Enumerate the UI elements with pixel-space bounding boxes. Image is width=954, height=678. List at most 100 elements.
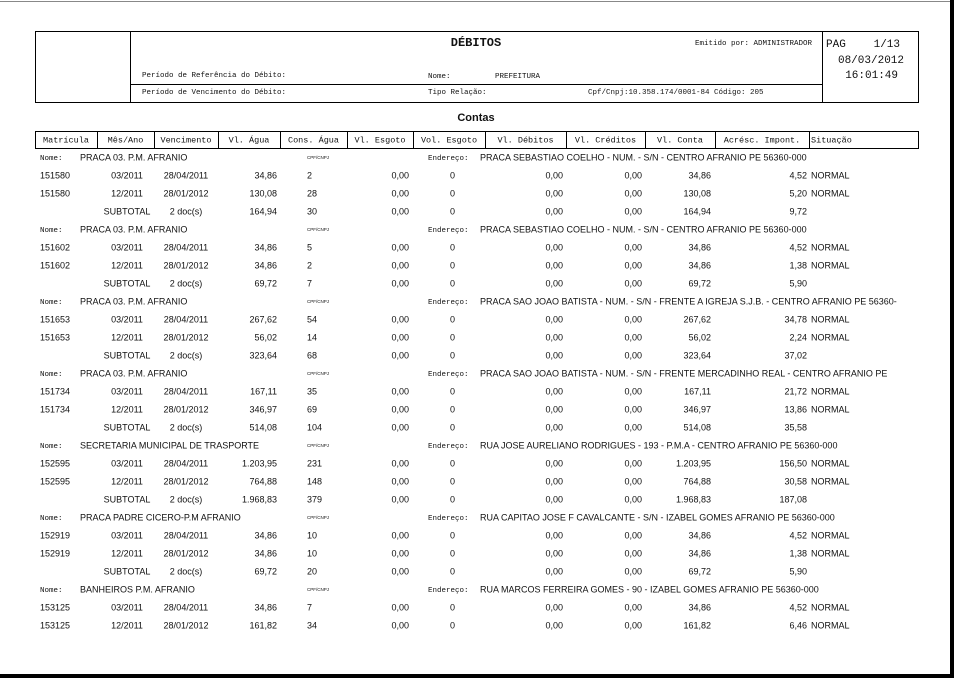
subtotal-cell: SUBTOTAL (104, 494, 151, 504)
cell: 10 (307, 548, 317, 558)
cell: 0,00 (391, 620, 409, 630)
column-header: Vencimento (160, 135, 211, 145)
cell: 0 (450, 602, 455, 612)
address: PRACA SAO JOAO BATISTA - NUM. - S/N - FR… (480, 368, 887, 378)
reference-period-label: Período de Referência do Débito: (142, 72, 286, 80)
cell: 0,00 (624, 620, 642, 630)
subtotal-cell: 2 doc(s) (170, 278, 203, 288)
cell: 28/04/2011 (164, 314, 208, 324)
cell: 28/01/2012 (163, 404, 208, 414)
column-header: Vl. Conta (657, 135, 703, 145)
cpf-label: CPF/CNPJ (307, 515, 329, 520)
cell: 1,38 (789, 548, 807, 558)
cell: 346,97 (249, 404, 277, 414)
cell: NORMAL (811, 314, 850, 324)
cell: 0,00 (391, 386, 409, 396)
subtotal-cell: 30 (307, 206, 317, 216)
cell: 03/2011 (111, 314, 143, 324)
subtotal-cell: 37,02 (784, 350, 807, 360)
subtotal-cell: 1.968,83 (242, 494, 277, 504)
column-header: Vl. Débitos (497, 135, 553, 145)
subtotal-cell: 0,00 (624, 350, 642, 360)
subtotal-cell: 35,58 (784, 422, 807, 432)
cell: 0,00 (545, 404, 563, 414)
cell: 267,62 (683, 314, 711, 324)
subtotal-cell: SUBTOTAL (104, 206, 151, 216)
cell: 152595 (40, 458, 70, 468)
subtotal-cell: 323,64 (249, 350, 277, 360)
cell: 0,00 (391, 476, 409, 486)
address: RUA MARCOS FERREIRA GOMES - 90 - IZABEL … (480, 584, 819, 594)
name: PREFEITURA (495, 73, 541, 81)
cell: 0,00 (624, 602, 642, 612)
cell: 0 (450, 386, 455, 396)
subtotal-cell: 514,08 (249, 422, 277, 432)
customer-name: PRACA 03. P.M. AFRANIO (80, 368, 187, 378)
cell: 0,00 (391, 530, 409, 540)
cell: 03/2011 (111, 170, 143, 180)
column-header: Acrésc. Impont. (724, 135, 801, 145)
cpf-label: CPF/CNPJ (307, 155, 329, 160)
cell: 0,00 (624, 314, 642, 324)
customer-name: PRACA 03. P.M. AFRANIO (80, 296, 187, 306)
report-title: DÉBITOS (451, 35, 501, 50)
subtotal-cell: 2 doc(s) (170, 206, 203, 216)
cell: 28/01/2012 (163, 548, 208, 558)
cell: 0,00 (391, 548, 409, 558)
cell: 03/2011 (111, 530, 143, 540)
subtotal-cell: 0,00 (545, 278, 563, 288)
customer-name: PRACA 03. P.M. AFRANIO (80, 152, 187, 162)
cell: 4,52 (789, 602, 807, 612)
cell: 153125 (40, 620, 70, 630)
cell: 14 (307, 332, 317, 342)
cell: 03/2011 (111, 602, 143, 612)
subtotal-cell: 0,00 (545, 566, 563, 576)
subtotal-cell: 0,00 (391, 350, 409, 360)
cell: 34,86 (688, 602, 711, 612)
subtotal-cell: 104 (307, 422, 322, 432)
cell: 0 (450, 242, 455, 252)
subtotal-cell: 68 (307, 350, 317, 360)
cell: 03/2011 (111, 242, 143, 252)
cell: 30,58 (784, 476, 807, 486)
cell: 0 (450, 620, 455, 630)
cell: 28/04/2011 (164, 386, 208, 396)
cell: 34,78 (784, 314, 807, 324)
cell: 0,00 (545, 314, 563, 324)
cell: 161,82 (683, 620, 711, 630)
cell: 13,86 (784, 404, 807, 414)
address-label: Endereço: (428, 515, 469, 523)
cell: 28/01/2012 (163, 476, 208, 486)
cell: 0,00 (624, 530, 642, 540)
cell: 151734 (40, 404, 70, 414)
subtotal-cell: 5,90 (789, 566, 807, 576)
subtotal-cell: 0,00 (391, 422, 409, 432)
cell: 2,24 (789, 332, 807, 342)
subtotal-cell: 0 (450, 206, 455, 216)
name-label: Nome: (40, 155, 63, 163)
name-label: Nome: (428, 73, 451, 81)
cell: 34,86 (688, 548, 711, 558)
name-label: Nome: (40, 587, 63, 595)
emitted-by: Emitido por: ADMINISTRADOR (695, 40, 813, 48)
cell: 0 (450, 314, 455, 324)
customer-name: BANHEIROS P.M. AFRANIO (80, 584, 195, 594)
subtotal-cell: 0,00 (624, 422, 642, 432)
cell: 4,52 (789, 242, 807, 252)
column-header: Vl. Esgoto (354, 135, 405, 145)
cell: 151653 (40, 332, 70, 342)
subtotal-cell: 0,00 (545, 350, 563, 360)
cell: 0,00 (391, 602, 409, 612)
subtotal-cell: 0 (450, 422, 455, 432)
cell: NORMAL (811, 548, 850, 558)
cell: 0 (450, 260, 455, 270)
subtotal-cell: SUBTOTAL (104, 350, 151, 360)
cell: 148 (307, 476, 322, 486)
subtotal-cell: 69,72 (254, 278, 277, 288)
cell: 0 (450, 188, 455, 198)
cell: 0,00 (624, 404, 642, 414)
cell: 0,00 (545, 476, 563, 486)
subtotal-cell: 0,00 (624, 206, 642, 216)
name-label: Nome: (40, 227, 63, 235)
